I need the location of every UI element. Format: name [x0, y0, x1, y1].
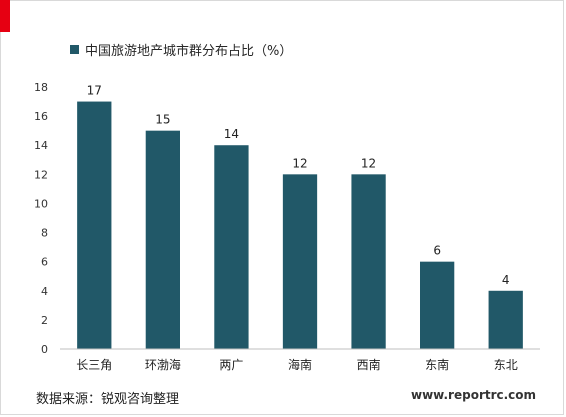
data-label: 15 — [155, 113, 170, 127]
watermark: www.reportrc.com — [411, 388, 537, 402]
y-tick-label: 18 — [34, 81, 48, 94]
y-tick-label: 10 — [34, 197, 48, 210]
x-tick-label: 东南 — [425, 357, 449, 372]
x-tick-label: 东北 — [494, 358, 518, 372]
source-note: 数据来源：锐观咨询整理 — [36, 392, 180, 407]
x-tick-label: 两广 — [219, 358, 243, 372]
bar — [282, 174, 318, 349]
x-tick-label: 环渤海 — [145, 357, 181, 372]
y-tick-label: 12 — [34, 168, 48, 181]
y-tick-label: 0 — [41, 343, 48, 356]
red-accent-bar — [0, 0, 10, 32]
legend-label: 中国旅游地产城市群分布占比（%） — [85, 43, 293, 59]
data-label: 4 — [502, 273, 510, 287]
data-label: 17 — [87, 84, 102, 98]
x-tick-label: 长三角 — [76, 358, 112, 372]
y-tick-label: 16 — [34, 110, 48, 123]
y-tick-label: 4 — [41, 285, 48, 298]
bar — [214, 145, 249, 349]
data-label: 6 — [433, 244, 441, 258]
data-label: 14 — [224, 127, 239, 141]
y-tick-label: 14 — [34, 139, 48, 152]
bars: 17 15 14 12 12 6 4 — [77, 84, 523, 349]
y-axis: 0 2 4 6 8 10 12 14 16 18 — [34, 81, 48, 356]
x-tick-label: 海南 — [288, 357, 312, 372]
data-label: 12 — [292, 156, 307, 170]
data-label: 12 — [361, 156, 376, 170]
bar — [488, 290, 523, 349]
legend: 中国旅游地产城市群分布占比（%） — [70, 40, 293, 59]
y-tick-label: 8 — [41, 227, 48, 240]
y-tick-label: 2 — [41, 314, 48, 327]
bar — [420, 261, 455, 349]
x-axis: 长三角 环渤海 两广 海南 西南 东南 东北 — [76, 357, 517, 372]
y-tick-label: 6 — [41, 256, 48, 269]
x-tick-label: 西南 — [357, 357, 381, 372]
legend-swatch — [70, 44, 79, 54]
bar — [145, 130, 180, 349]
bar — [351, 174, 386, 349]
bar — [77, 101, 112, 349]
